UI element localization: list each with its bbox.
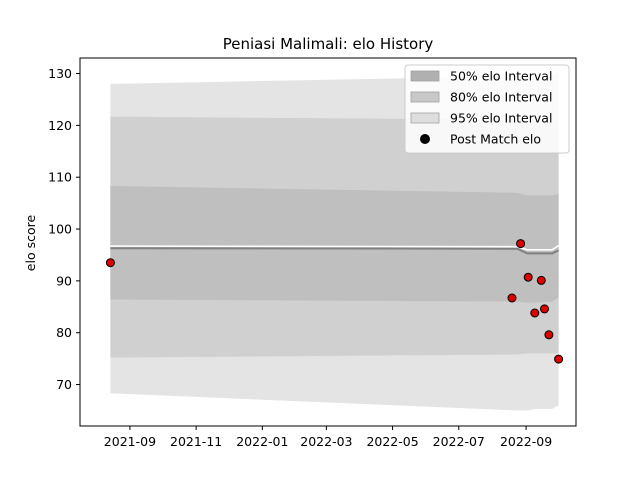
y-tick-label-5: 120 [48, 118, 72, 133]
y-tick-label-3: 100 [48, 222, 72, 237]
legend-box [404, 64, 570, 154]
x-tick-label-3: 2022-03 [300, 434, 352, 449]
y-tick-label-2: 90 [56, 273, 72, 288]
y-tick-label-0: 70 [56, 377, 72, 392]
point-3 [523, 272, 533, 282]
legend-label-0: 50% elo Interval [450, 69, 552, 84]
point-4 [530, 308, 540, 318]
x-tick-label-1: 2021-11 [170, 434, 222, 449]
x-tick-label-0: 2021-09 [104, 434, 156, 449]
center-lines [110, 244, 560, 255]
median-line [110, 244, 560, 251]
point-6 [540, 304, 549, 314]
point-5 [536, 275, 546, 285]
point-2 [516, 239, 526, 249]
legend-label-3: Post Match elo [450, 132, 541, 147]
point-8 [554, 354, 564, 364]
legend-marker-3 [420, 134, 430, 144]
y-axis: 70 80 90 100 110 120 130 [48, 66, 80, 392]
legend-label-2: 95% elo Interval [450, 111, 552, 126]
plot-frame [79, 57, 577, 427]
chart-title: Peniasi Malimali: elo History [223, 35, 434, 53]
x-tick-label-4: 2022-05 [366, 434, 418, 449]
band-2 [110, 186, 559, 303]
x-axis: 2021-09 2021-11 2022-01 2022-03 2022-05 2022-… [104, 426, 552, 449]
legend: 50% elo Interval 80% elo Interval 95% elo … [404, 64, 570, 154]
y-tick-label-6: 130 [48, 66, 72, 81]
point-7 [544, 330, 554, 340]
y-axis-label: elo score [23, 215, 38, 272]
legend-swatch-2 [410, 112, 440, 124]
legend-label-1: 80% elo Interval [450, 90, 552, 105]
y-tick-label-4: 110 [48, 170, 72, 185]
legend-swatch-0 [410, 70, 440, 82]
x-tick-label-2: 2022-01 [236, 434, 288, 449]
point-1 [507, 293, 517, 303]
point-0 [105, 258, 115, 268]
legend-swatch-1 [410, 91, 440, 103]
x-tick-label-6: 2022-09 [500, 434, 552, 449]
post-match-points [105, 239, 564, 364]
y-tick-label-1: 80 [56, 325, 72, 340]
mean-line [110, 247, 560, 255]
interval-bands [110, 71, 559, 411]
x-tick-label-5: 2022-07 [433, 434, 485, 449]
